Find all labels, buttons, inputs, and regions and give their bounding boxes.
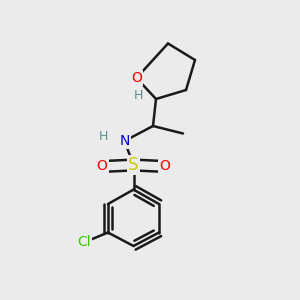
Text: Cl: Cl xyxy=(77,236,91,249)
Text: O: O xyxy=(97,160,107,173)
Text: O: O xyxy=(131,71,142,85)
Text: H: H xyxy=(99,130,108,143)
Text: H: H xyxy=(133,89,143,102)
Text: N: N xyxy=(119,134,130,148)
Text: S: S xyxy=(128,156,139,174)
Text: O: O xyxy=(160,160,170,173)
